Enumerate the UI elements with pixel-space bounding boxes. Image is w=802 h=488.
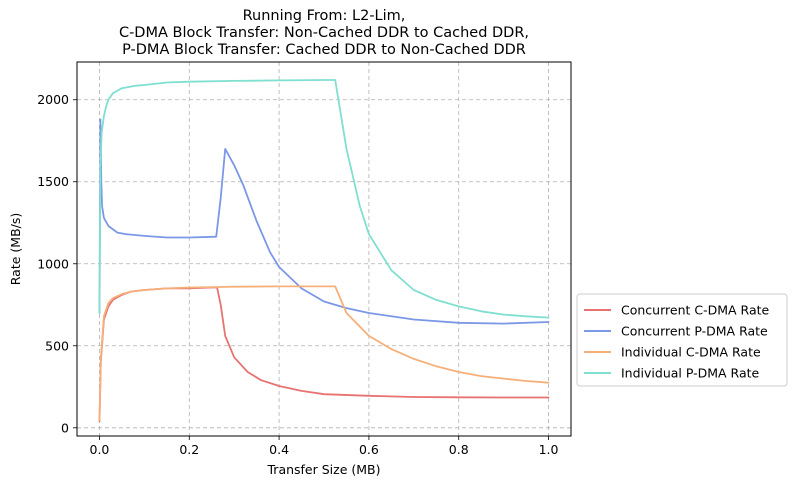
grid-lines (77, 62, 571, 436)
chart-title-line-2: C-DMA Block Transfer: Non-Cached DDR to … (118, 25, 530, 41)
series-line-2 (98, 118, 550, 325)
axis-ticks: 0.0 0.2 0.4 0.6 0.8 1.0 0 500 1000 1500 2000 (37, 92, 558, 457)
x-tick-label: 0.4 (269, 442, 289, 457)
plot-frame (76, 61, 572, 437)
chart-title-line-3: P-DMA Block Transfer: Cached DDR to Non-… (122, 42, 526, 58)
chart-title-line-1: Running From: L2-Lim, (242, 8, 406, 24)
series-line-3 (98, 285, 550, 422)
legend-box (576, 293, 788, 387)
y-tick-label: 1500 (37, 174, 69, 189)
x-tick-label: 0.6 (359, 442, 379, 457)
legend-entry-label: Individual C-DMA Rate (621, 345, 761, 360)
y-tick-label: 1000 (37, 256, 69, 271)
x-tick-label: 0.2 (179, 442, 199, 457)
x-tick-label: 0.8 (449, 442, 469, 457)
x-axis-label: Transfer Size (MB) (267, 462, 381, 477)
y-axis-label: Rate (MB/s) (8, 213, 23, 285)
legend-entry-label: Individual P-DMA Rate (621, 366, 760, 381)
y-tick-label: 500 (45, 338, 69, 353)
legend: Concurrent C-DMA Rate Concurrent P-DMA Ra… (576, 293, 788, 387)
y-tick-label: 2000 (37, 92, 69, 107)
series-line-4 (98, 79, 550, 319)
legend-entry-label: Concurrent P-DMA Rate (621, 324, 768, 339)
series-lines (98, 79, 550, 423)
x-tick-label: 0.0 (90, 442, 110, 457)
x-tick-label: 1.0 (539, 442, 559, 457)
legend-entry-label: Concurrent C-DMA Rate (621, 303, 770, 318)
series-line-1 (98, 286, 550, 423)
y-tick-label: 0 (61, 420, 69, 435)
